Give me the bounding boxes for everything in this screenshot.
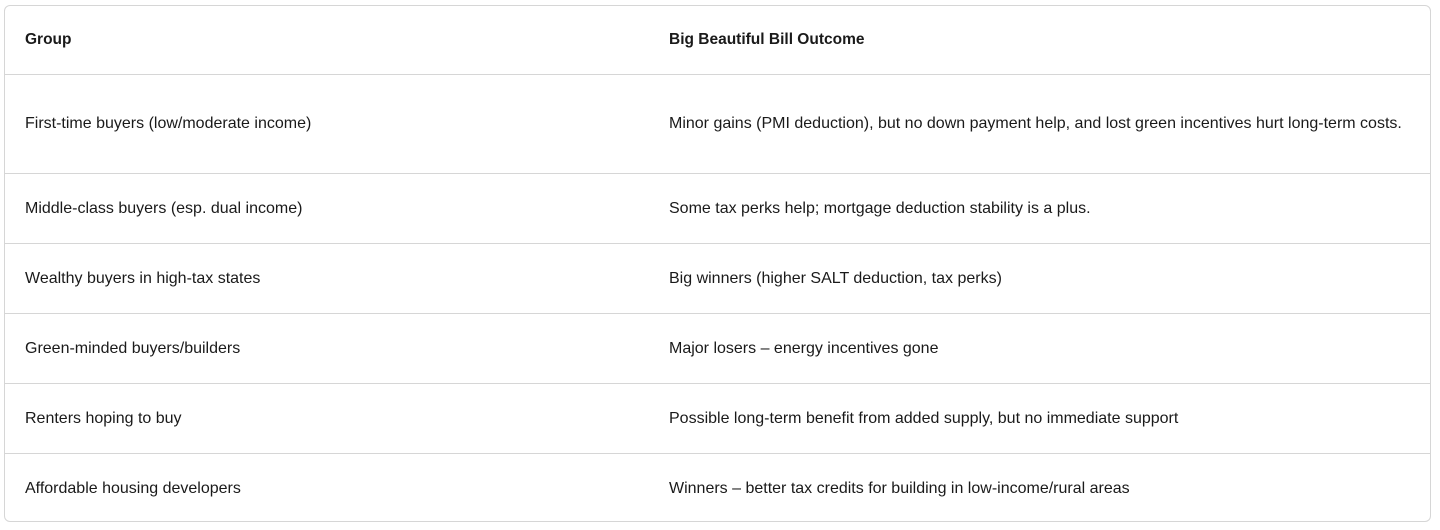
table-row: Affordable housing developers Winners – b… (5, 453, 1430, 521)
outcome-table: Group Big Beautiful Bill Outcome First-t… (5, 6, 1430, 521)
cell-group: Middle-class buyers (esp. dual income) (5, 173, 649, 244)
header-group: Group (25, 31, 72, 48)
table-row: Green-minded buyers/builders Major losers… (5, 313, 1430, 384)
cell-group: First-time buyers (low/moderate income) (5, 74, 649, 174)
table-row: Renters hoping to buy Possible long-term … (5, 383, 1430, 454)
cell-outcome: Some tax perks help; mortgage deduction … (649, 173, 1430, 244)
table-row: Middle-class buyers (esp. dual income) So… (5, 173, 1430, 244)
cell-group: Green-minded buyers/builders (5, 313, 649, 384)
cell-outcome: Major losers – energy incentives gone (649, 313, 1430, 384)
cell-group: Affordable housing developers (5, 453, 649, 521)
cell-group: Renters hoping to buy (5, 383, 649, 454)
cell-outcome: Possible long-term benefit from added su… (649, 383, 1430, 454)
cell-outcome: Minor gains (PMI deduction), but no down… (649, 74, 1430, 174)
header-outcome: Big Beautiful Bill Outcome (669, 31, 865, 48)
cell-group: Wealthy buyers in high-tax states (5, 243, 649, 314)
outcome-table-container: Group Big Beautiful Bill Outcome First-t… (4, 5, 1431, 522)
table-header-row: Group Big Beautiful Bill Outcome (5, 6, 1430, 75)
cell-outcome: Big winners (higher SALT deduction, tax … (649, 243, 1430, 314)
cell-outcome: Winners – better tax credits for buildin… (649, 453, 1430, 521)
table-row: Wealthy buyers in high-tax states Big win… (5, 243, 1430, 314)
table-row: First-time buyers (low/moderate income) M… (5, 74, 1430, 174)
